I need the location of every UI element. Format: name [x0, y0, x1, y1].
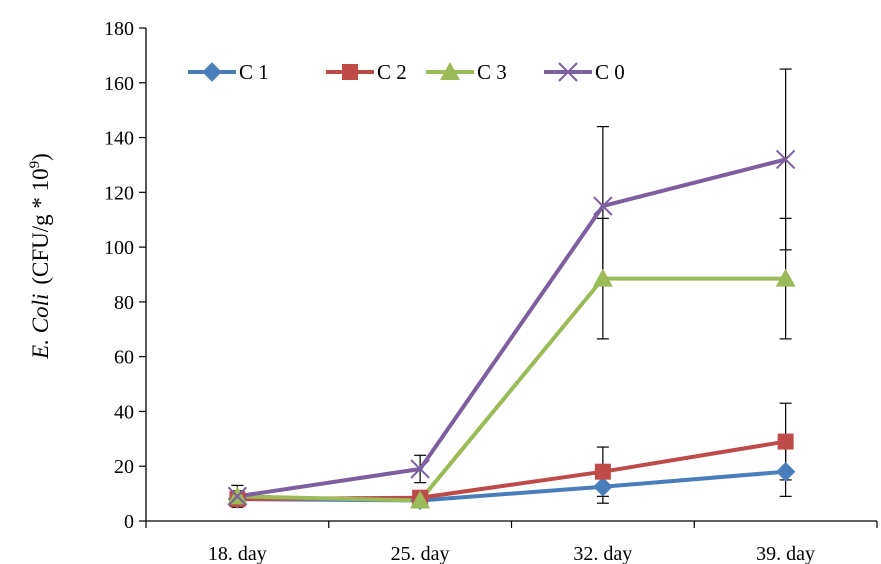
marker-stroke	[775, 149, 796, 170]
legend-label-1: C 1	[239, 60, 269, 84]
series-line-3	[237, 276, 786, 503]
data-point-2-4	[777, 433, 794, 450]
legend-label-2: C 2	[377, 60, 407, 84]
x-tick-label: 32. day	[573, 543, 632, 564]
x-tick-label: 18. day	[208, 543, 267, 564]
legend-marker-2	[342, 64, 358, 80]
series-lines	[237, 157, 787, 503]
marker-stroke	[410, 459, 430, 479]
y-tick-label: 60	[114, 347, 134, 369]
legend-label-3: C 3	[477, 60, 507, 84]
y-tick-label: 40	[114, 401, 134, 423]
legend-marker-4	[558, 62, 578, 82]
axes	[145, 28, 877, 522]
data-point-4-3	[593, 196, 613, 216]
data-point-1-4	[775, 461, 796, 482]
data-point-3-3	[592, 268, 613, 287]
series-line-2	[237, 439, 786, 502]
data-point-3-4	[775, 268, 796, 287]
y-axis-title-superscript: 9	[27, 161, 43, 169]
series-line-4	[237, 157, 787, 499]
y-tick-label: 100	[104, 237, 134, 259]
y-tick-label: 20	[114, 456, 134, 478]
x-axis-ticks: 18. day 25. day 32. day 39. day	[145, 521, 878, 564]
x-tick-label: 25. day	[391, 543, 450, 564]
y-axis-title-unit: (CFU/g * 10	[28, 168, 53, 284]
svg-text:E. Coli(CFU/g * 109): E. Coli (CFU/g * 109)	[27, 153, 53, 360]
data-point-4-2	[410, 459, 430, 479]
series-markers	[227, 149, 796, 511]
y-tick-label: 80	[114, 292, 134, 314]
data-point-3-2	[410, 490, 431, 509]
marker-stroke	[558, 62, 578, 82]
legend-label-4: C 0	[595, 60, 625, 84]
legend-marker-1	[202, 62, 222, 82]
error-bars	[231, 68, 792, 508]
y-tick-label: 180	[104, 18, 134, 40]
y-axis-ticks: 0 20 40 60 80 100 120 140 160 180	[104, 18, 146, 533]
y-tick-label: 0	[124, 511, 134, 533]
x-tick-label: 39. day	[756, 543, 815, 564]
data-point-2-3	[594, 463, 611, 480]
y-tick-label: 160	[104, 73, 134, 95]
y-axis-title: E. Coli (CFU/g * 109)	[27, 153, 53, 360]
marker-stroke	[227, 486, 248, 507]
y-axis-title-close: )	[28, 153, 53, 161]
legend: C 1 C 2 C 3 C 0	[188, 60, 625, 84]
y-tick-label: 140	[104, 128, 134, 150]
data-point-4-4	[775, 149, 796, 170]
y-axis-title-italic: E. Coli	[28, 294, 53, 360]
marker-stroke	[593, 196, 613, 216]
y-tick-label: 120	[104, 182, 134, 204]
legend-marker-3	[440, 62, 460, 80]
data-point-4-1	[227, 486, 248, 507]
data-point-1-3	[593, 477, 613, 497]
